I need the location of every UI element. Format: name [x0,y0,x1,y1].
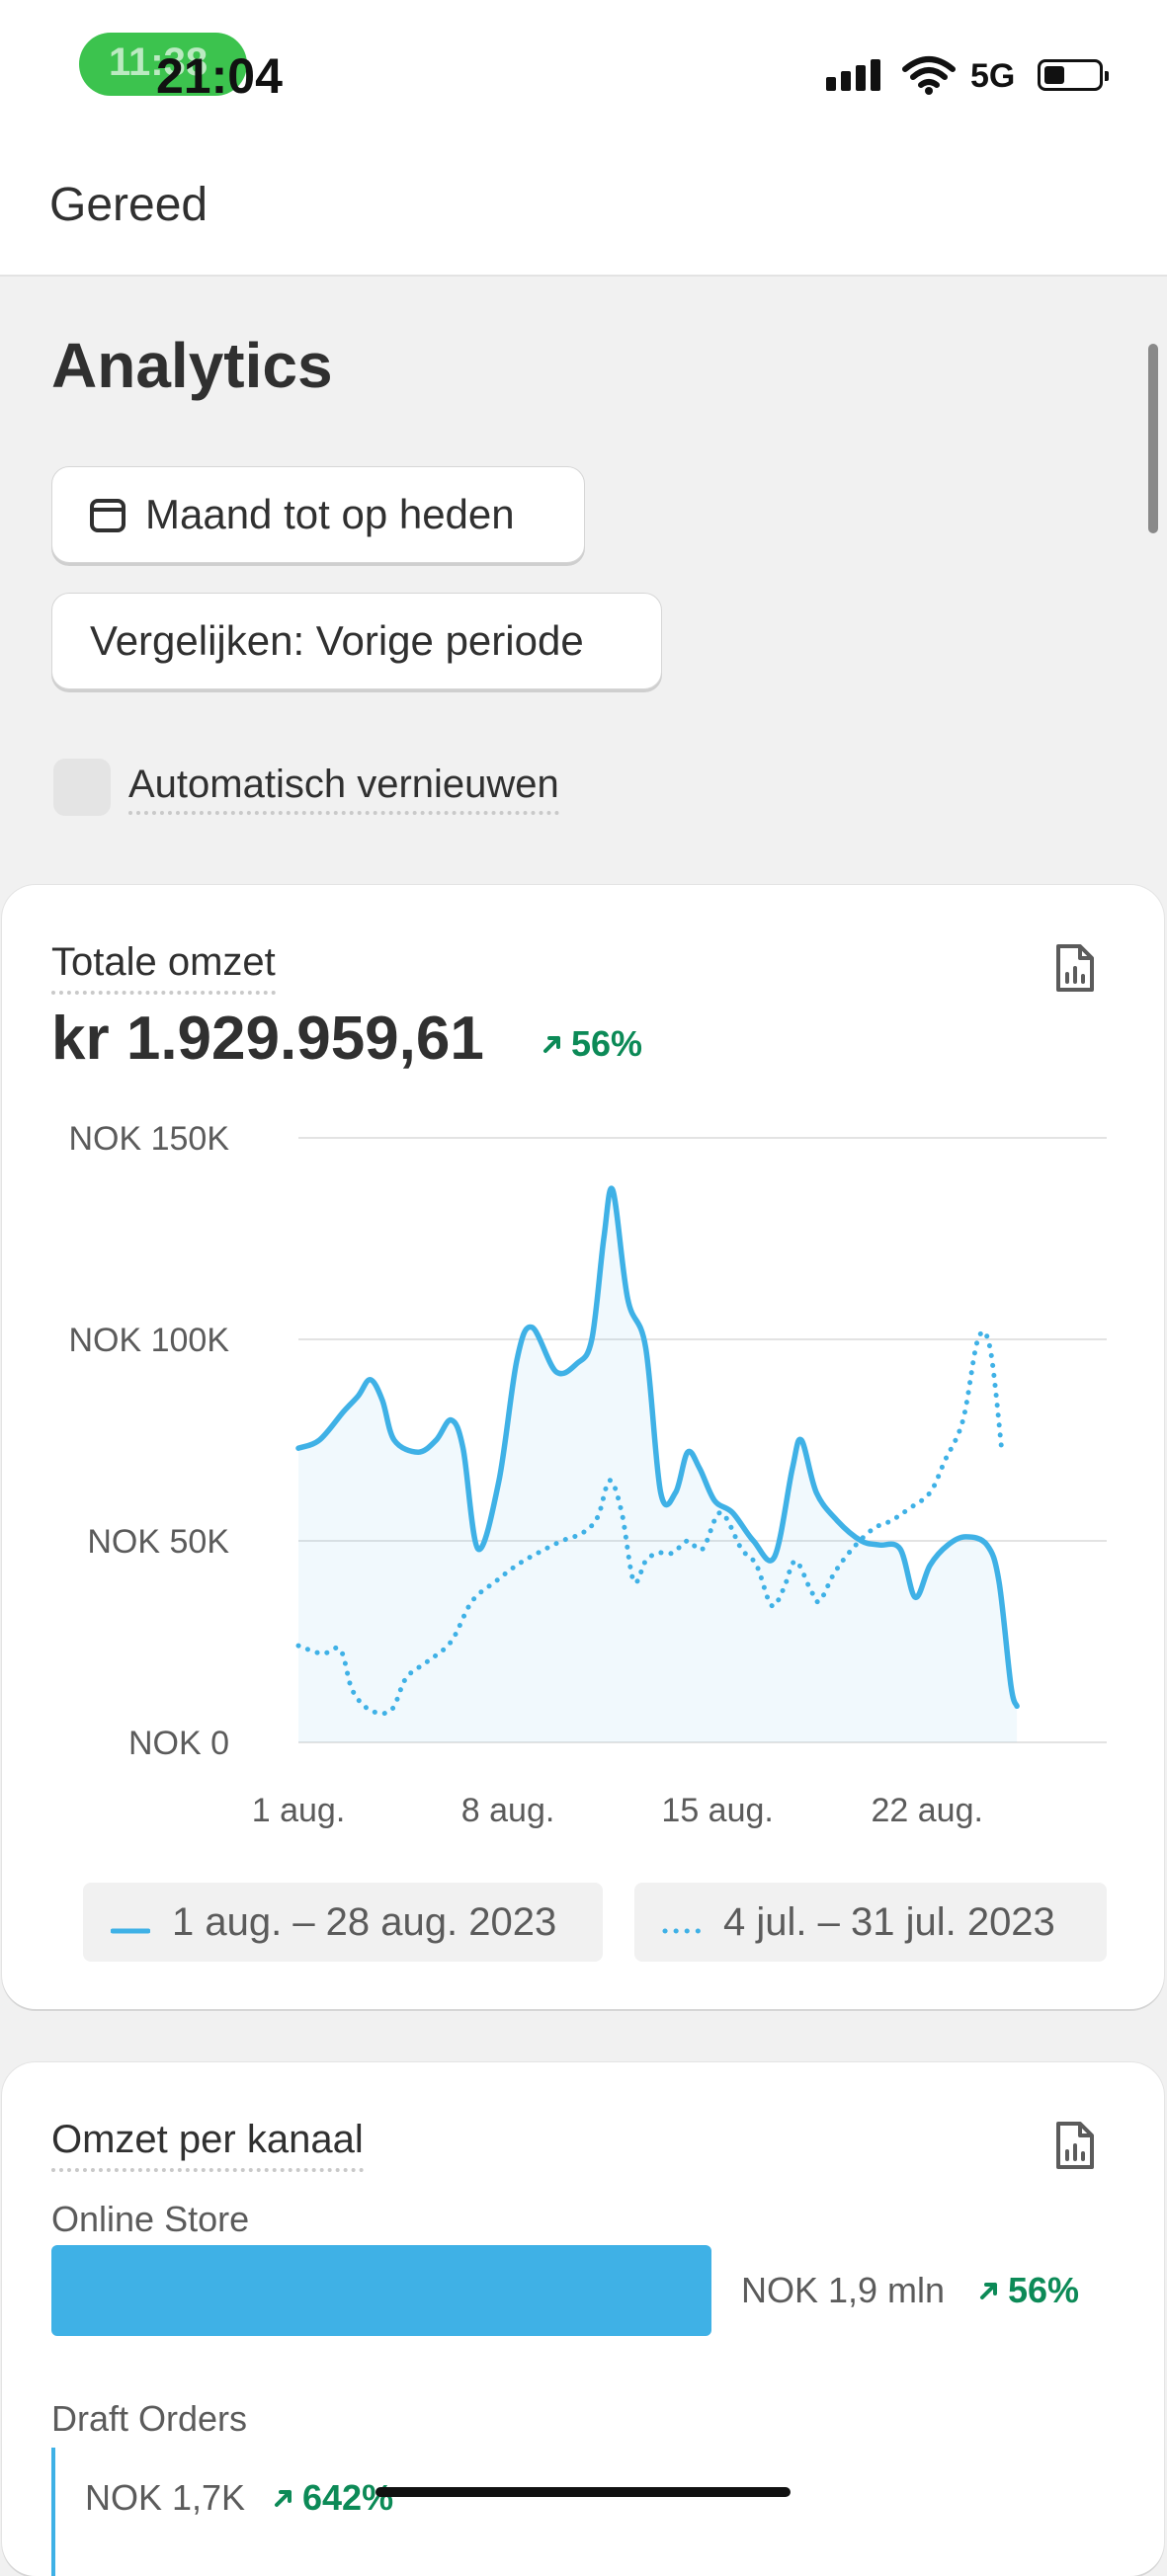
battery-icon [1038,59,1109,91]
status-time: 21:04 [156,48,283,104]
compare-button[interactable]: Vergelijken: Vorige periode [51,593,662,689]
channel-draft-orders-bar[interactable] [51,2448,55,2576]
wifi-icon [901,55,957,100]
y-tick-label: NOK 100K [68,1322,229,1359]
legend-previous[interactable]: 4 jul. – 31 jul. 2023 [634,1883,1107,1962]
x-tick-label: 15 aug. [661,1792,773,1829]
arrow-up-right-icon [980,2283,997,2299]
y-tick-label: NOK 50K [87,1523,229,1561]
home-indicator[interactable] [375,2487,791,2497]
top-bar: Gereed [0,138,1167,277]
channel-online-store-change: 56% [978,2270,1079,2311]
signal-icon [826,59,885,91]
channel-online-store-change-value: 56% [1008,2270,1080,2310]
legend-current-label: 1 aug. – 28 aug. 2023 [172,1899,557,1944]
total-sales-title[interactable]: Totale omzet [51,940,276,995]
channel-draft-orders-change: 642% [273,2477,393,2519]
date-range-button[interactable]: Maand tot op heden [51,466,585,563]
channel-online-store-bar[interactable] [51,2245,711,2336]
y-tick-label: NOK 0 [128,1725,229,1762]
status-bar: 11:38 21:04 5G [0,0,1167,138]
channel-draft-orders-change-value: 642% [302,2477,394,2518]
channel-draft-orders-value: NOK 1,7K [85,2477,246,2518]
solid-line-icon [110,1900,151,1945]
x-tick-label: 1 aug. [252,1792,346,1829]
series-line-previous [295,1328,1005,1717]
channel-sales-title[interactable]: Omzet per kanaal [51,2118,364,2172]
channel-draft-orders-label: Draft Orders [51,2398,248,2439]
auto-refresh-label: Automatisch vernieuwen [128,763,559,815]
channel-sales-card: Omzet per kanaal Online Store NOK 1,9 ml… [2,2062,1164,2576]
scrollbar[interactable] [1148,344,1158,533]
total-sales-change: 56% [542,1023,642,1065]
auto-refresh-checkbox[interactable] [53,759,111,816]
legend-current[interactable]: 1 aug. – 28 aug. 2023 [83,1883,603,1962]
calendar-icon [88,495,127,534]
series-area [298,1188,1018,1742]
total-sales-change-value: 56% [571,1023,643,1064]
date-range-label: Maand tot op heden [145,491,515,537]
x-tick-label: 8 aug. [461,1792,555,1829]
page-title: Analytics [51,330,333,401]
report-icon[interactable] [1052,942,1096,994]
channel-online-store-value: NOK 1,9 mln [741,2270,946,2310]
total-sales-card: Totale omzet kr 1.929.959,61 56% NOK 0 NO… [2,885,1164,2009]
x-tick-label: 22 aug. [871,1792,982,1829]
arrow-up-right-icon [543,1036,560,1053]
report-icon[interactable] [1052,2120,1096,2171]
sales-chart: NOK 0 NOK 50K NOK 100K NOK 150K 1 aug. 8 aug.… [68,1120,1107,1829]
done-button[interactable]: Gereed [49,179,208,231]
pill-time: 11:38 [109,40,208,84]
series-line-current [295,1185,1020,1710]
compare-label: Vergelijken: Vorige periode [90,617,584,664]
status-pill[interactable]: 11:38 [79,33,247,96]
dotted-line-icon [662,1900,703,1945]
arrow-up-right-icon [275,2490,292,2507]
channel-online-store-label: Online Store [51,2199,250,2239]
total-sales-value: kr 1.929.959,61 [51,1005,484,1073]
y-tick-label: NOK 150K [68,1120,229,1158]
legend-previous-label: 4 jul. – 31 jul. 2023 [723,1899,1055,1944]
network-type: 5G [970,57,1016,95]
